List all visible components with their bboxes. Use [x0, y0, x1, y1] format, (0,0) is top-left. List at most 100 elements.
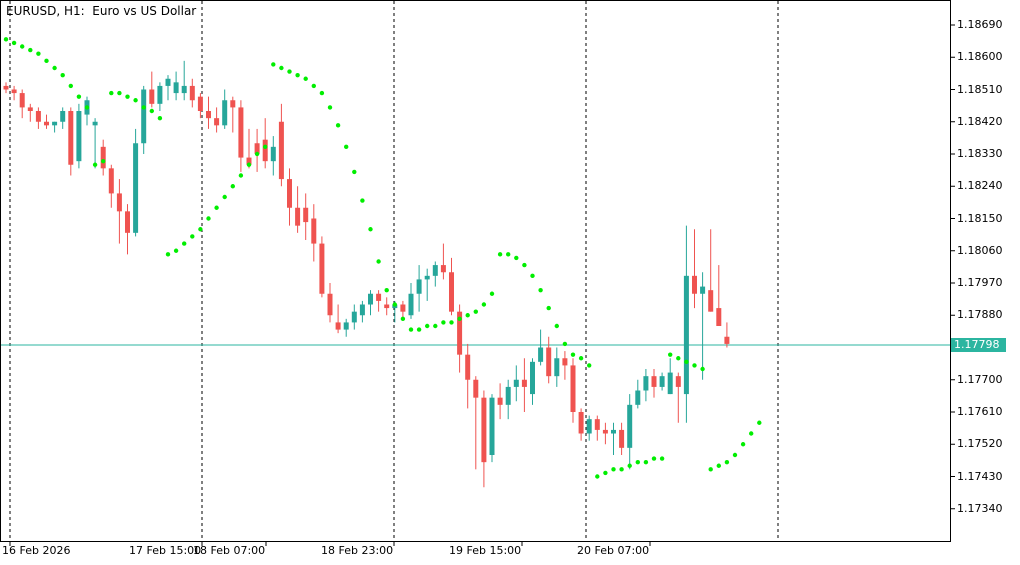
sar-dot — [52, 65, 57, 71]
sar-dot — [538, 287, 543, 293]
candle-body — [303, 207, 309, 223]
sar-dot — [141, 105, 146, 110]
candle-body — [262, 139, 268, 162]
candle-body — [254, 143, 260, 154]
sar-dot — [651, 456, 657, 461]
sar-dot — [441, 320, 446, 325]
candle-body — [651, 376, 657, 387]
candle-body — [173, 82, 179, 94]
candle-body — [327, 293, 333, 316]
candle-body — [724, 336, 730, 344]
sar-dot — [335, 123, 341, 128]
price-tick-label: 1.18690 — [957, 18, 1003, 31]
sar-dot — [360, 198, 365, 203]
candle-body — [530, 361, 535, 395]
candle-body — [3, 85, 9, 90]
candle-body — [165, 78, 171, 86]
sar-dot — [84, 105, 90, 110]
time-axis-ticks — [9, 541, 651, 546]
sar-dot — [319, 90, 325, 96]
sar-dot — [635, 459, 640, 465]
candle-body — [562, 358, 568, 366]
candle-body — [627, 404, 633, 448]
candle-body — [181, 85, 187, 94]
candle-body — [222, 100, 228, 126]
sar-dot — [497, 252, 503, 257]
candle-body — [424, 275, 430, 280]
candle-body — [206, 111, 211, 119]
sar-dot — [716, 463, 721, 468]
candle-body — [319, 243, 325, 294]
chart-frame — [0, 0, 951, 542]
sar-dot — [182, 241, 187, 246]
parabolic-sar-series — [3, 37, 762, 479]
candlestick-series — [3, 60, 730, 488]
candle-body — [295, 207, 301, 226]
sar-dot — [522, 262, 527, 268]
candle-body — [400, 304, 406, 312]
sar-dot — [506, 252, 511, 257]
candle-body — [351, 311, 357, 323]
candle-body — [675, 376, 681, 387]
sar-dot — [416, 327, 422, 332]
candle-body — [19, 93, 25, 108]
time-tick-label: 19 Feb 15:00 — [449, 544, 522, 557]
sar-dot — [246, 162, 252, 167]
sar-dot — [757, 420, 762, 425]
candle-body — [521, 379, 527, 387]
candle-body — [376, 293, 382, 301]
sar-dot — [117, 90, 122, 96]
sar-dot — [481, 302, 487, 307]
sar-dot — [692, 363, 697, 368]
sar-dot — [732, 452, 738, 458]
sar-dot — [627, 463, 632, 468]
candle-body — [700, 286, 706, 294]
candle-body — [505, 386, 511, 405]
sar-dot — [133, 98, 138, 103]
candle-body — [238, 107, 244, 158]
sar-dot — [222, 194, 227, 200]
sar-dot — [530, 273, 535, 279]
candle-body — [538, 347, 544, 362]
sar-dot — [125, 94, 130, 99]
price-tick-label: 1.18510 — [957, 82, 1003, 96]
sar-dot — [263, 144, 268, 150]
candle-body — [635, 390, 641, 405]
sar-dot — [449, 320, 454, 325]
sar-dot — [749, 431, 754, 436]
sar-dot — [465, 313, 470, 318]
candle-body — [667, 372, 673, 395]
candle-body — [246, 157, 252, 165]
candle-body — [708, 290, 714, 312]
sar-dot — [344, 144, 349, 150]
sar-dot — [11, 40, 17, 46]
sar-dot — [303, 76, 308, 81]
sar-dot — [149, 108, 154, 114]
price-tick-label: 1.18150 — [957, 211, 1003, 225]
candle-body — [157, 85, 163, 104]
sar-dot — [473, 309, 478, 314]
sar-dot — [214, 205, 219, 210]
candle-body — [416, 279, 422, 294]
sar-dot — [659, 456, 665, 461]
sar-dot — [109, 90, 114, 96]
candle-body — [659, 376, 665, 387]
sar-dot — [238, 173, 244, 178]
sar-dot — [230, 184, 235, 189]
sar-dot — [92, 162, 98, 167]
candle-body — [35, 111, 41, 122]
candle-body — [368, 293, 373, 305]
sar-dot — [684, 359, 689, 365]
sar-dot — [562, 341, 568, 347]
price-tick-label: 1.17610 — [957, 405, 1003, 418]
candle-body — [578, 412, 584, 434]
sar-dot — [643, 459, 649, 465]
sar-dot — [546, 305, 551, 311]
sar-dot — [708, 467, 713, 472]
candle-body — [586, 419, 592, 434]
candle-body — [230, 100, 236, 108]
candle-body — [125, 211, 130, 233]
price-tick-label: 1.18330 — [957, 147, 1003, 160]
candle-body — [513, 379, 519, 387]
